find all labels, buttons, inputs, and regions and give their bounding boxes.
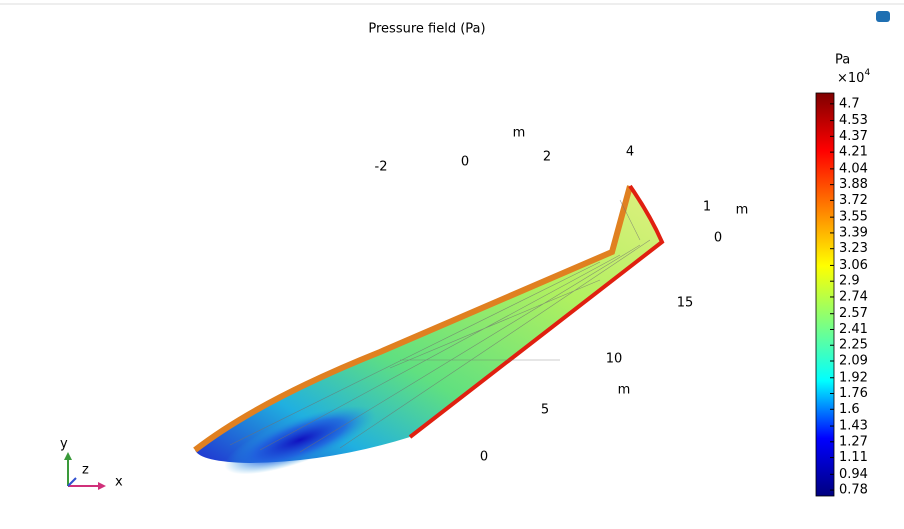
colorbar-tick-label: 3.23 <box>839 241 868 256</box>
low-pressure-region <box>224 405 376 475</box>
x-tick-label: 4 <box>626 145 634 160</box>
colorbar-tick-label: 1.6 <box>839 402 860 417</box>
colorbar-tick-label: 2.25 <box>839 338 868 353</box>
colorbar-tick-label: 3.72 <box>839 193 868 208</box>
colorbar-tick-label: 2.57 <box>839 306 868 321</box>
colorbar: Pa ×104 4.74.534.374.214.043.883.723.553… <box>815 53 870 498</box>
z-tick-label: 5 <box>541 403 549 418</box>
triad-y-label: y <box>60 437 68 452</box>
leading-edge <box>193 185 633 453</box>
colorbar-tick-label: 3.55 <box>839 210 868 225</box>
colorbar-tick-label: 2.41 <box>839 322 868 337</box>
wing <box>195 186 662 463</box>
z-tick-label: 10 <box>606 352 623 367</box>
colorbar-tick-label: 1.27 <box>839 434 868 449</box>
colorbar-tick-label: 4.21 <box>839 145 868 160</box>
colorbar-tick-label: 1.76 <box>839 386 868 401</box>
colorbar-tick-label: 1.11 <box>839 450 868 465</box>
y-axis-unit: m <box>736 203 749 218</box>
y-tick-label: 1 <box>703 200 711 215</box>
colorbar-tick-label: 3.88 <box>839 177 868 192</box>
colorbar-tick-label: 2.74 <box>839 289 868 304</box>
trailing-edge <box>408 184 665 439</box>
x-tick-label: -2 <box>375 160 388 175</box>
colorbar-tick-label: 4.7 <box>839 96 860 111</box>
triad-y-arrow <box>64 452 72 460</box>
colorbar-tick-label: 0.78 <box>839 483 868 498</box>
triad-x-label: x <box>115 475 123 490</box>
z-tick-label: 15 <box>677 296 694 311</box>
colorbar-tick-label: 4.04 <box>839 161 868 176</box>
colorbar-scale: ×104 <box>837 68 870 86</box>
toolbar-icon[interactable] <box>876 11 890 22</box>
x-axis-unit: m <box>513 126 526 141</box>
colorbar-tick-label: 3.39 <box>839 225 868 240</box>
z-tick-label: 0 <box>480 450 488 465</box>
plot-title: Pressure field (Pa) <box>368 22 485 37</box>
scale-exponent: 4 <box>864 68 870 78</box>
colorbar-tick-label: 1.92 <box>839 370 868 385</box>
x-tick-label: 0 <box>461 155 469 170</box>
wing-surface <box>193 184 665 475</box>
colorbar-tick-label: 4.37 <box>839 129 868 144</box>
x-tick-label: 2 <box>543 150 551 165</box>
colorbar-unit: Pa <box>835 53 850 68</box>
z-axis-unit: m <box>618 383 631 398</box>
triad-z-axis <box>67 477 77 487</box>
colorbar-tick-label: 2.09 <box>839 354 868 369</box>
colorbar-tick-label: 2.9 <box>839 274 860 289</box>
triad-x-arrow <box>98 482 106 490</box>
triad: y z x <box>60 437 123 490</box>
colorbar-ramp <box>815 92 835 497</box>
y-tick-label: 0 <box>714 231 722 246</box>
triad-z-label: z <box>82 463 89 478</box>
colorbar-tick-label: 1.43 <box>839 419 868 434</box>
colorbar-tick-label: 4.53 <box>839 113 868 128</box>
colorbar-tick-label: 3.06 <box>839 258 868 273</box>
colorbar-tick-label: 0.94 <box>839 467 868 482</box>
scale-base: ×10 <box>837 71 864 86</box>
